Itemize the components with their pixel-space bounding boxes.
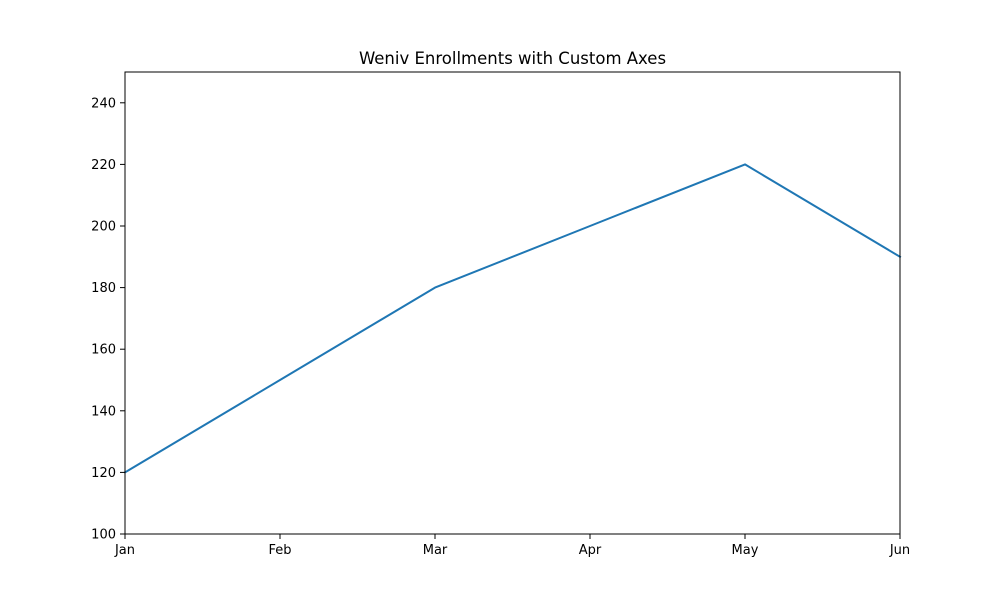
y-tick-label: 120 — [91, 466, 116, 481]
chart-title: Weniv Enrollments with Custom Axes — [359, 49, 666, 68]
y-tick-label: 100 — [91, 528, 116, 543]
y-tick-label: 220 — [91, 158, 116, 173]
y-tick-label: 140 — [91, 404, 116, 419]
x-tick-label: Jun — [889, 543, 910, 558]
x-tick-label: Mar — [423, 543, 448, 558]
x-axis: Jan Feb Mar Apr May Jun — [114, 534, 910, 558]
plot-area — [123, 163, 902, 474]
x-tick-label: May — [732, 543, 759, 558]
x-tick-label: Jan — [114, 543, 135, 558]
x-tick-label: Feb — [268, 543, 291, 558]
y-tick-label: 240 — [91, 96, 116, 111]
series-line — [123, 163, 902, 474]
y-tick-label: 160 — [91, 343, 116, 358]
axes-frame — [124, 71, 901, 535]
y-tick-label: 180 — [91, 281, 116, 296]
x-tick-label: Apr — [579, 543, 602, 558]
y-axis: 100 120 140 160 180 200 220 240 — [91, 96, 125, 543]
y-tick-label: 200 — [91, 220, 116, 235]
